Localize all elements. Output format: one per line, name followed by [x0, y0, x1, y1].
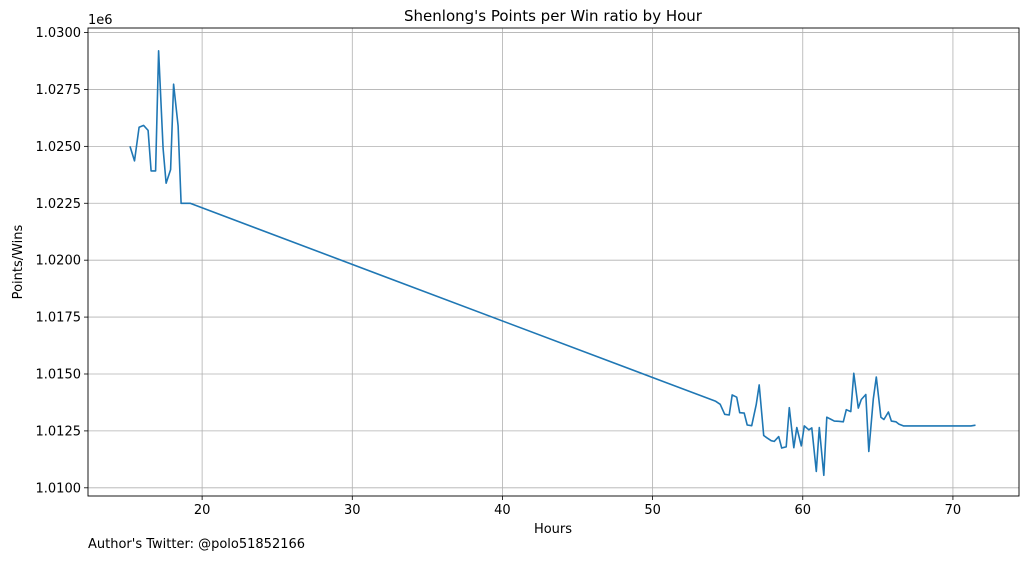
x-axis-label: Hours [534, 522, 572, 537]
axis-ticks: 20 30 40 50 60 70 1.0100 1.0125 1.0150 1.0175 1.02… [36, 26, 962, 518]
x-tick-label: 40 [494, 503, 511, 518]
y-tick-label: 1.0100 [36, 481, 82, 496]
grid-lines [88, 28, 1019, 496]
y-tick-label: 1.0200 [36, 254, 82, 269]
y-tick-label: 1.0225 [36, 197, 82, 212]
y-tick-label: 1.0150 [36, 367, 82, 382]
author-twitter-note: Author's Twitter: @polo51852166 [88, 537, 306, 552]
plot-area-frame [87, 27, 1020, 497]
x-tick-label: 60 [794, 503, 811, 518]
y-tick-label: 1.0275 [36, 83, 82, 98]
y-tick-label: 1.0250 [36, 140, 82, 155]
x-tick-label: 50 [644, 503, 661, 518]
chart-title: Shenlong's Points per Win ratio by Hour [404, 7, 703, 25]
y-axis-label: Points/Wins [11, 224, 26, 299]
points-per-win-line [129, 49, 976, 477]
y-tick-label: 1.0125 [36, 424, 82, 439]
y-axis-offset-label: 1e6 [88, 13, 113, 28]
y-tick-label: 1.0175 [36, 311, 82, 326]
series-layer [129, 49, 976, 477]
x-tick-label: 30 [344, 503, 361, 518]
x-tick-label: 70 [945, 503, 962, 518]
y-tick-label: 1.0300 [36, 26, 82, 41]
x-tick-label: 20 [194, 503, 211, 518]
